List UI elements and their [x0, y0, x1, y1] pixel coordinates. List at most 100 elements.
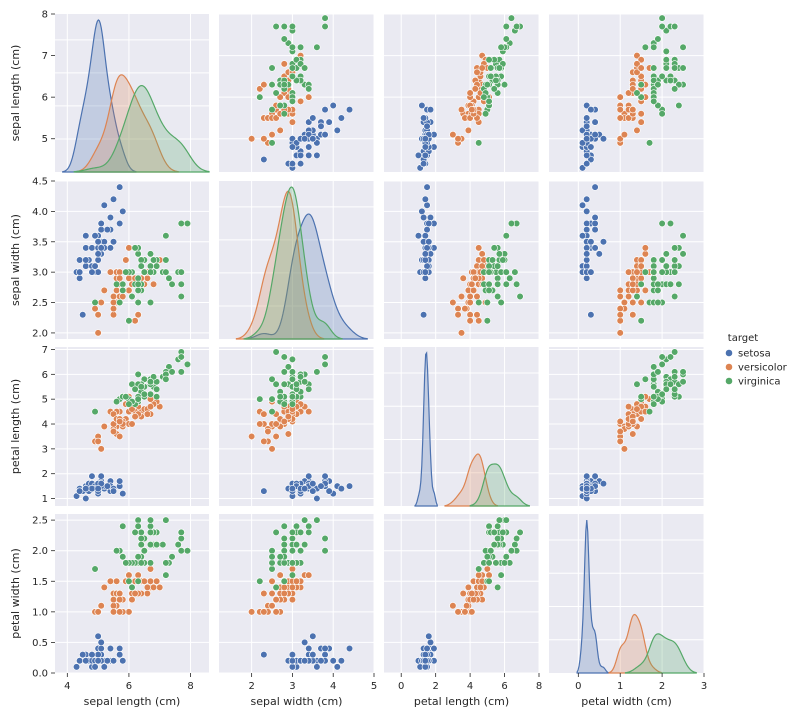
scatter-point-setosa [333, 663, 341, 671]
scatter-point-versicolor [629, 286, 637, 294]
scatter-point-virginica [122, 393, 130, 401]
kde-curve-setosa [576, 519, 609, 674]
scatter-point-setosa [100, 201, 108, 209]
scatter-point-versicolor [629, 311, 637, 319]
scatter-point-virginica [485, 577, 493, 585]
scatter-point-virginica [288, 22, 297, 31]
scatter-point-versicolor [637, 262, 645, 270]
scatter-point-setosa [260, 155, 268, 164]
scatter-point-virginica [112, 398, 121, 406]
x-tick-label: 2 [248, 681, 254, 692]
scatter-point-setosa [583, 274, 591, 282]
scatter-point-virginica [159, 540, 167, 549]
scatter-point-setosa [119, 207, 127, 215]
scatter-point-virginica [513, 534, 521, 543]
scatter-point-setosa [106, 644, 115, 653]
scatter-point-versicolor [280, 583, 288, 591]
scatter-point-virginica [650, 262, 658, 270]
scatter-point-virginica [666, 219, 675, 228]
scatter-point-virginica [280, 547, 288, 555]
scatter-point-versicolor [109, 608, 118, 616]
scatter-point-setosa [97, 219, 105, 228]
scatter-point-virginica [497, 298, 505, 307]
scatter-point-virginica [146, 268, 155, 276]
scatter-point-virginica [679, 43, 687, 51]
scatter-point-setosa [260, 651, 268, 659]
legend-marker-virginica [725, 377, 733, 385]
scatter-point-versicolor [280, 417, 288, 426]
scatter-point-setosa [309, 487, 317, 495]
scatter-point-versicolor [469, 286, 478, 294]
scatter-point-versicolor [272, 432, 280, 441]
panel-r2-c2 [384, 347, 540, 507]
scatter-point-setosa [88, 651, 96, 659]
scatter-point-setosa [309, 480, 317, 488]
scatter-point-virginica [183, 547, 192, 555]
scatter-point-versicolor [464, 583, 472, 591]
scatter-point-virginica [488, 256, 497, 264]
scatter-point-setosa [337, 657, 345, 665]
y-tick-label: 2.0 [32, 546, 48, 557]
scatter-point-setosa [106, 213, 115, 222]
scatter-point-setosa [94, 632, 102, 640]
scatter-point-virginica [487, 72, 495, 80]
scatter-point-versicolor [100, 286, 108, 294]
scatter-point-virginica [666, 353, 675, 361]
legend-marker-versicolor [725, 363, 733, 371]
scatter-point-setosa [91, 663, 99, 671]
scatter-point-virginica [280, 35, 288, 43]
kde-curve-virginica [469, 463, 530, 507]
scatter-point-versicolor [97, 445, 105, 453]
scatter-point-setosa [583, 219, 591, 228]
scatter-point-virginica [502, 232, 510, 240]
scatter-point-versicolor [616, 311, 624, 319]
scatter-point-versicolor [116, 608, 124, 616]
scatter-point-virginica [641, 268, 649, 276]
scatter-point-virginica [313, 516, 321, 524]
scatter-point-virginica [137, 534, 145, 543]
legend-title: target [728, 333, 758, 344]
scatter-point-setosa [103, 657, 111, 665]
scatter-point-setosa [591, 219, 599, 228]
scatter-point-versicolor [268, 602, 276, 610]
scatter-point-virginica [183, 219, 192, 228]
scatter-point-virginica [288, 547, 297, 555]
scatter-point-setosa [426, 213, 435, 222]
scatter-point-setosa [345, 644, 354, 653]
scatter-point-virginica [288, 368, 297, 376]
scatter-point-versicolor [305, 407, 313, 416]
scatter-point-versicolor [616, 305, 624, 313]
scatter-point-versicolor [478, 262, 486, 270]
scatter-point-virginica [149, 256, 158, 264]
scatter-point-setosa [94, 250, 102, 258]
scatter-point-virginica [134, 250, 142, 258]
scatter-point-virginica [288, 393, 297, 401]
kde-curve-versicolor [235, 190, 325, 340]
scatter-point-setosa [88, 268, 96, 276]
scatter-point-virginica [654, 280, 662, 288]
scatter-point-virginica [679, 368, 687, 376]
scatter-point-versicolor [616, 329, 624, 337]
scatter-point-virginica [658, 22, 666, 31]
scatter-point-setosa [421, 256, 429, 264]
scatter-point-versicolor [94, 437, 102, 446]
y-axis-label: sepal width (cm) [9, 214, 22, 306]
scatter-point-versicolor [153, 577, 161, 585]
scatter-point-versicolor [469, 268, 478, 276]
scatter-point-setosa [296, 151, 305, 159]
scatter-point-virginica [134, 280, 142, 288]
scatter-point-versicolor [143, 410, 151, 418]
scatter-point-setosa [583, 472, 591, 480]
scatter-point-virginica [301, 64, 309, 72]
scatter-point-versicolor [97, 602, 105, 610]
scatter-point-virginica [134, 516, 142, 524]
scatter-point-virginica [485, 559, 493, 567]
scatter-point-versicolor [637, 256, 645, 264]
scatter-point-setosa [430, 644, 438, 653]
scatter-point-setosa [583, 122, 591, 130]
scatter-point-virginica [91, 298, 99, 307]
scatter-point-virginica [292, 522, 301, 530]
scatter-point-versicolor [116, 596, 124, 604]
scatter-point-virginica [313, 368, 321, 376]
scatter-point-virginica [671, 373, 679, 381]
